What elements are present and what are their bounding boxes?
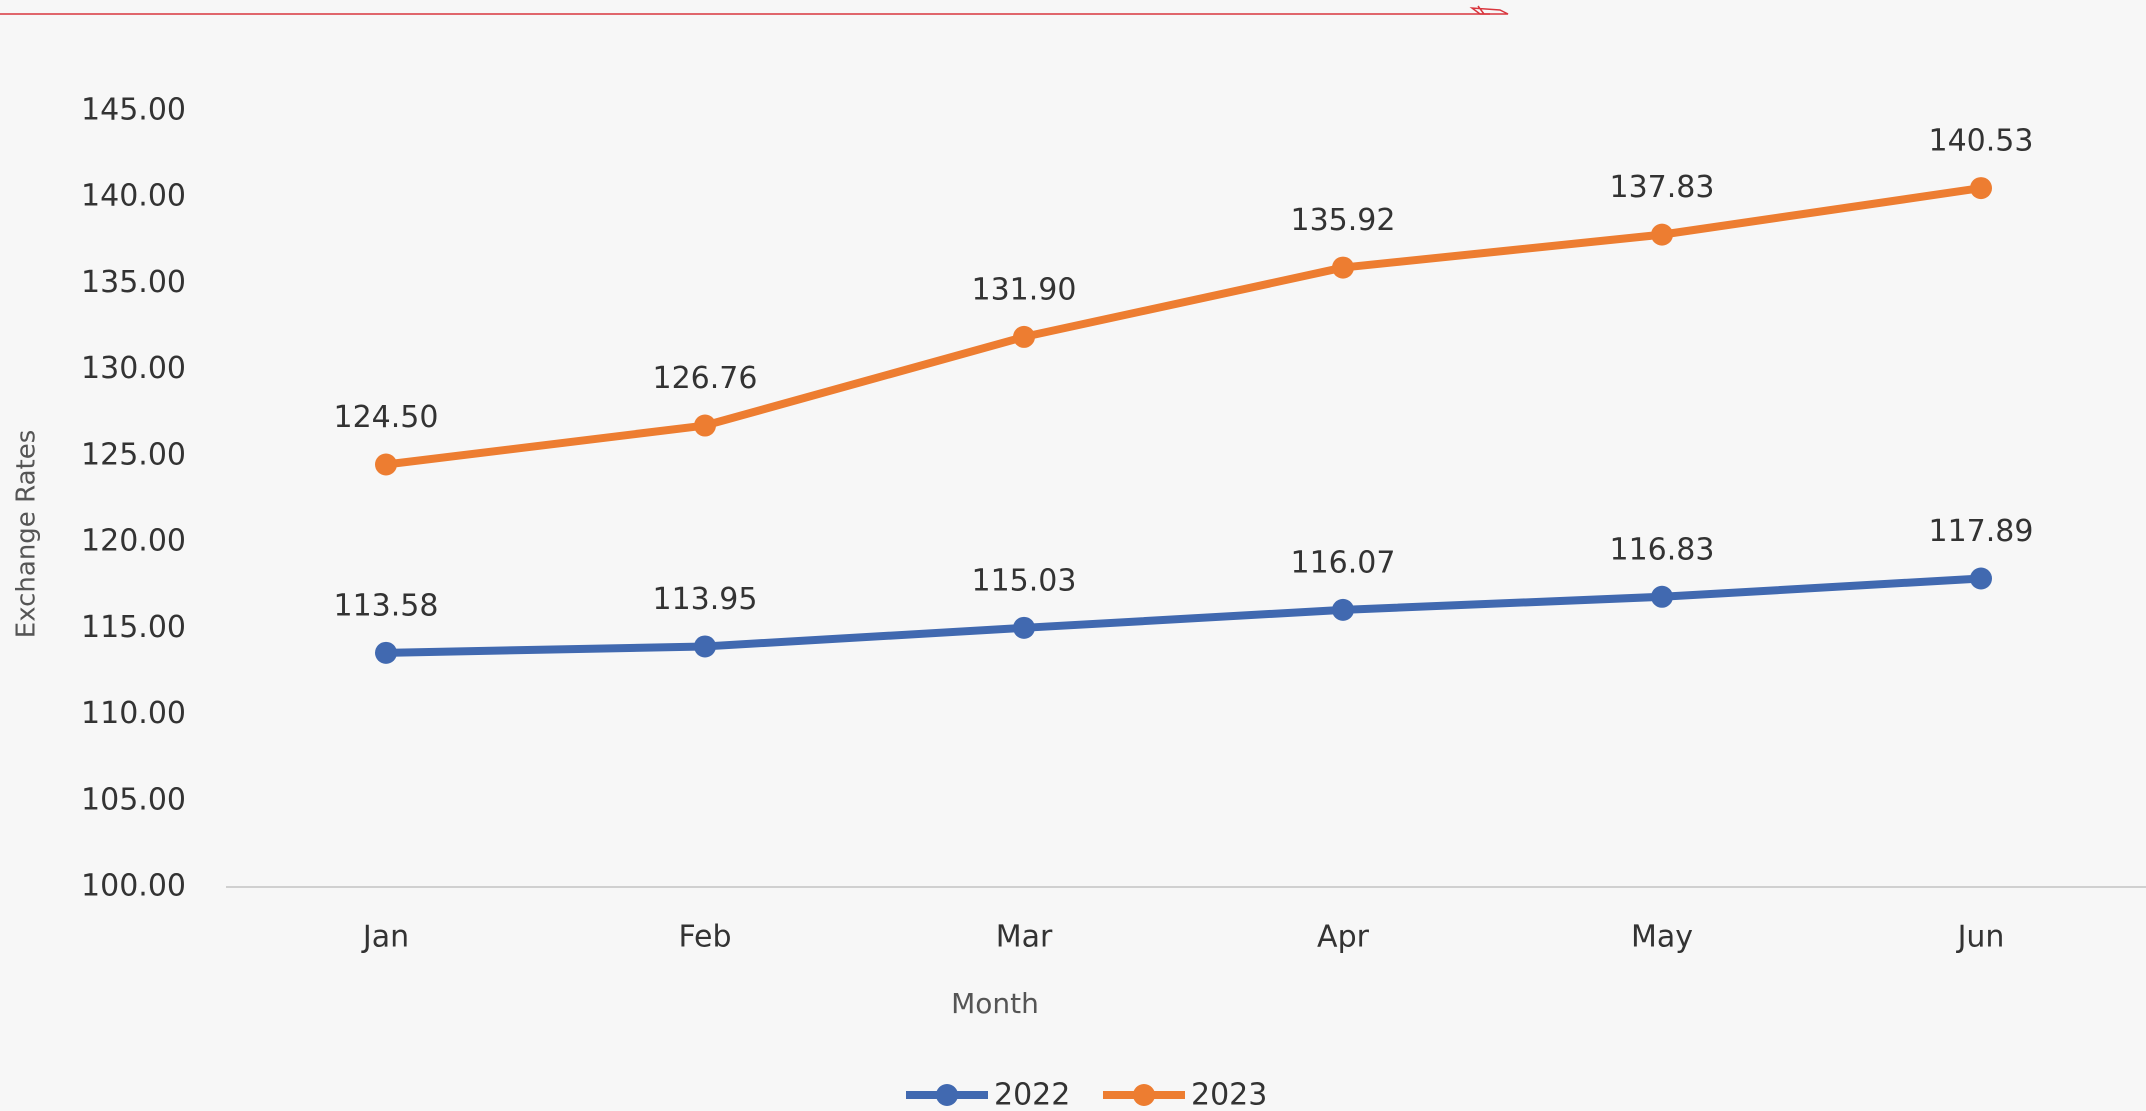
data-label: 115.03 [972,563,1077,598]
data-label: 131.90 [972,272,1077,307]
x-tick-label: Feb [678,920,731,955]
marker [694,415,716,437]
marker [1651,586,1673,608]
legend-label: 2022 [994,1078,1070,1111]
data-label: 116.83 [1610,532,1715,567]
data-label: 113.58 [334,588,439,623]
x-tick-label: Apr [1317,920,1370,955]
y-tick-label: 130.00 [81,351,186,386]
x-tick-label: Mar [996,920,1053,955]
y-tick-label: 125.00 [81,437,186,472]
marker [1970,177,1992,199]
y-tick-label: 140.00 [81,179,186,214]
y-tick-label: 120.00 [81,524,186,559]
marker [1013,326,1035,348]
marker [1013,617,1035,639]
y-tick-label: 110.00 [81,696,186,731]
marker [1332,599,1354,621]
marker [375,454,397,476]
data-label: 117.89 [1929,514,2034,549]
y-axis-title: Exchange Rates [12,430,42,638]
y-tick-label: 135.00 [81,265,186,300]
background [0,0,2146,1111]
marker [1332,257,1354,279]
data-label: 137.83 [1610,170,1715,205]
legend-marker [936,1084,958,1106]
marker [375,642,397,664]
x-axis-title: Month [951,987,1039,1020]
data-label: 135.92 [1291,203,1396,238]
page: Exchange Rates Month 100.00 105.00 110.00 1… [0,0,2146,1111]
x-tick-label: Jun [1956,920,2005,955]
legend-label: 2023 [1191,1078,1267,1111]
data-label: 124.50 [334,400,439,435]
data-label: 126.76 [653,361,758,396]
chart: Exchange Rates Month 100.00 105.00 110.00 1… [0,0,2146,1111]
y-tick-label: 105.00 [81,782,186,817]
marker [694,635,716,657]
marker [1651,224,1673,246]
data-label: 113.95 [653,582,758,617]
data-label: 140.53 [1929,124,2034,159]
x-tick-label: Jan [361,920,409,955]
marker [1970,567,1992,589]
y-tick-label: 115.00 [81,610,186,645]
y-tick-label: 100.00 [81,869,186,904]
data-label: 116.07 [1291,545,1396,580]
legend-marker [1133,1084,1155,1106]
x-tick-label: May [1631,920,1693,955]
y-tick-label: 145.00 [81,93,186,128]
